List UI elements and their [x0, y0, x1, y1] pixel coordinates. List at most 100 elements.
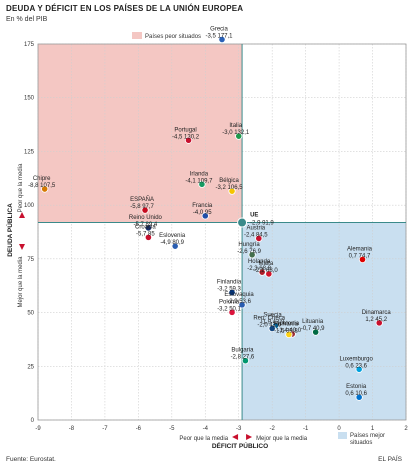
point-value-label: -2,3 68,8 [247, 266, 271, 272]
data-point [358, 255, 367, 264]
point-name-label: Eslovaquia [224, 292, 254, 298]
point-name-label: Portugal [174, 127, 196, 133]
x-worse-label: Peor que la media [179, 436, 228, 442]
data-point [355, 365, 363, 373]
point-name-label: Estonia [346, 384, 367, 390]
point-name-label: Malta [259, 261, 274, 267]
point-value-label: -3,2 50,1 [217, 306, 241, 312]
point-value-label: -2,1 68,0 [254, 268, 278, 274]
x-tick-label: 2 [404, 426, 408, 432]
point-value-label: -1,9 43,9 [261, 320, 285, 326]
x-tick-label: -4 [203, 426, 209, 432]
point-value-label: -2,6 76,9 [237, 249, 261, 255]
point-name-label: Lituania [302, 319, 324, 325]
y-tick-label: 0 [31, 418, 35, 424]
data-point [355, 393, 363, 401]
point-value-label: -3,5 177,1 [205, 33, 233, 39]
data-point [141, 206, 149, 214]
point-value-label: -5,7 89,4 [134, 222, 158, 228]
point-value-label: -3,2 106,5 [216, 185, 244, 191]
y-better-label: Mejor que la media [18, 256, 24, 308]
y-tick-label: 50 [27, 311, 34, 317]
x-tick-label: -2 [270, 426, 276, 432]
chart-subtitle: En % del PIB [6, 16, 48, 23]
point-name-label: Dinamarca [362, 310, 392, 316]
data-point [228, 288, 236, 297]
x-tick-label: 0 [337, 426, 341, 432]
data-point [218, 35, 226, 44]
data-point [171, 242, 179, 250]
arrow-down-icon [19, 244, 25, 250]
data-point [228, 308, 236, 316]
point-name-label: Rep. Checa [253, 315, 285, 321]
region-worse [38, 44, 243, 223]
point-name-label: Alemania [347, 247, 373, 253]
chart-title: DEUDA Y DÉFICIT EN LOS PAÍSES DE LA UNIÓ… [6, 4, 244, 13]
data-point [184, 136, 193, 144]
point-value-label: 0,6 10,6 [345, 391, 367, 397]
x-tick-label: -6 [136, 426, 142, 432]
point-name-label: Austria [246, 225, 265, 231]
point-name-label: Holanda [248, 259, 271, 265]
point-name-label: Rumanía [274, 321, 299, 327]
arrow-right-icon [246, 434, 253, 440]
point-name-label: Chipre [33, 176, 51, 182]
y-tick-label: 125 [24, 149, 35, 155]
data-point [228, 187, 236, 195]
y-worse-label: Peor que la media [18, 163, 24, 212]
point-name-label: Irlanda [190, 171, 209, 177]
legend-swatch-worse [132, 32, 142, 39]
point-value-label: -8,8 107,5 [28, 183, 56, 189]
x-tick-label: -3 [236, 426, 242, 432]
point-name-label: Suecia [263, 313, 282, 319]
data-point [258, 268, 266, 276]
credit: EL PAÍS [378, 456, 402, 463]
legend-swatch-better [338, 432, 347, 439]
x-better-label: Mejor que la media [256, 436, 308, 442]
point-name-label: Francia [192, 203, 213, 209]
data-point [375, 319, 383, 327]
point-value-label: -4,0 95 [193, 210, 212, 216]
point-name-label: Bélgica [219, 178, 239, 184]
eu-name-label: UE [250, 213, 258, 219]
data-point [198, 180, 206, 188]
y-tick-label: 150 [24, 96, 35, 102]
data-point [285, 330, 293, 339]
point-name-label: Hungría [238, 242, 260, 248]
x-tick-label: -1 [303, 426, 309, 432]
data-point [201, 212, 209, 220]
x-tick-label: 1 [371, 426, 375, 432]
y-tick-label: 75 [27, 257, 34, 263]
data-point [248, 251, 256, 259]
point-name-label: Finlandia [217, 280, 242, 286]
point-name-label: Eslovenia [159, 233, 186, 239]
point-value-label: -2,9 53,6 [227, 299, 251, 305]
point-name-label: Bulgaria [231, 348, 254, 354]
source-note: Fuente: Eurostat. [6, 456, 56, 463]
point-name-label: Letonia [279, 321, 299, 327]
point-value-label: 0,6 23,6 [345, 363, 367, 369]
y-tick-label: 175 [24, 42, 35, 48]
point-name-label: Italia [229, 123, 242, 129]
data-point [144, 233, 152, 241]
point-value-label: 0,7 74,7 [349, 254, 371, 260]
point-name-label: Croacia [135, 224, 156, 230]
data-point [268, 324, 276, 333]
point-value-label: -5,8 97,7 [130, 204, 154, 210]
data-point [41, 185, 49, 193]
point-value-label: -1,5 39,8 [274, 328, 298, 334]
arrow-left-icon [232, 434, 239, 440]
data-point [265, 270, 273, 278]
point-name-label: ESPAÑA [130, 196, 154, 203]
point-name-label: Luxemburgo [339, 356, 373, 362]
point-value-label: -0,7 40,9 [301, 326, 325, 332]
data-point [312, 328, 320, 336]
point-value-label: -3,2 59,3 [217, 287, 241, 293]
legend-label-worse: Países peor situados [145, 34, 201, 40]
y-tick-label: 25 [27, 364, 34, 370]
point-value-label: -3,0 132,1 [222, 130, 250, 136]
point-value-label: 1,2 45,2 [365, 317, 387, 323]
x-tick-label: -7 [102, 426, 108, 432]
legend-label-better-line1: Países mejor [350, 433, 385, 439]
